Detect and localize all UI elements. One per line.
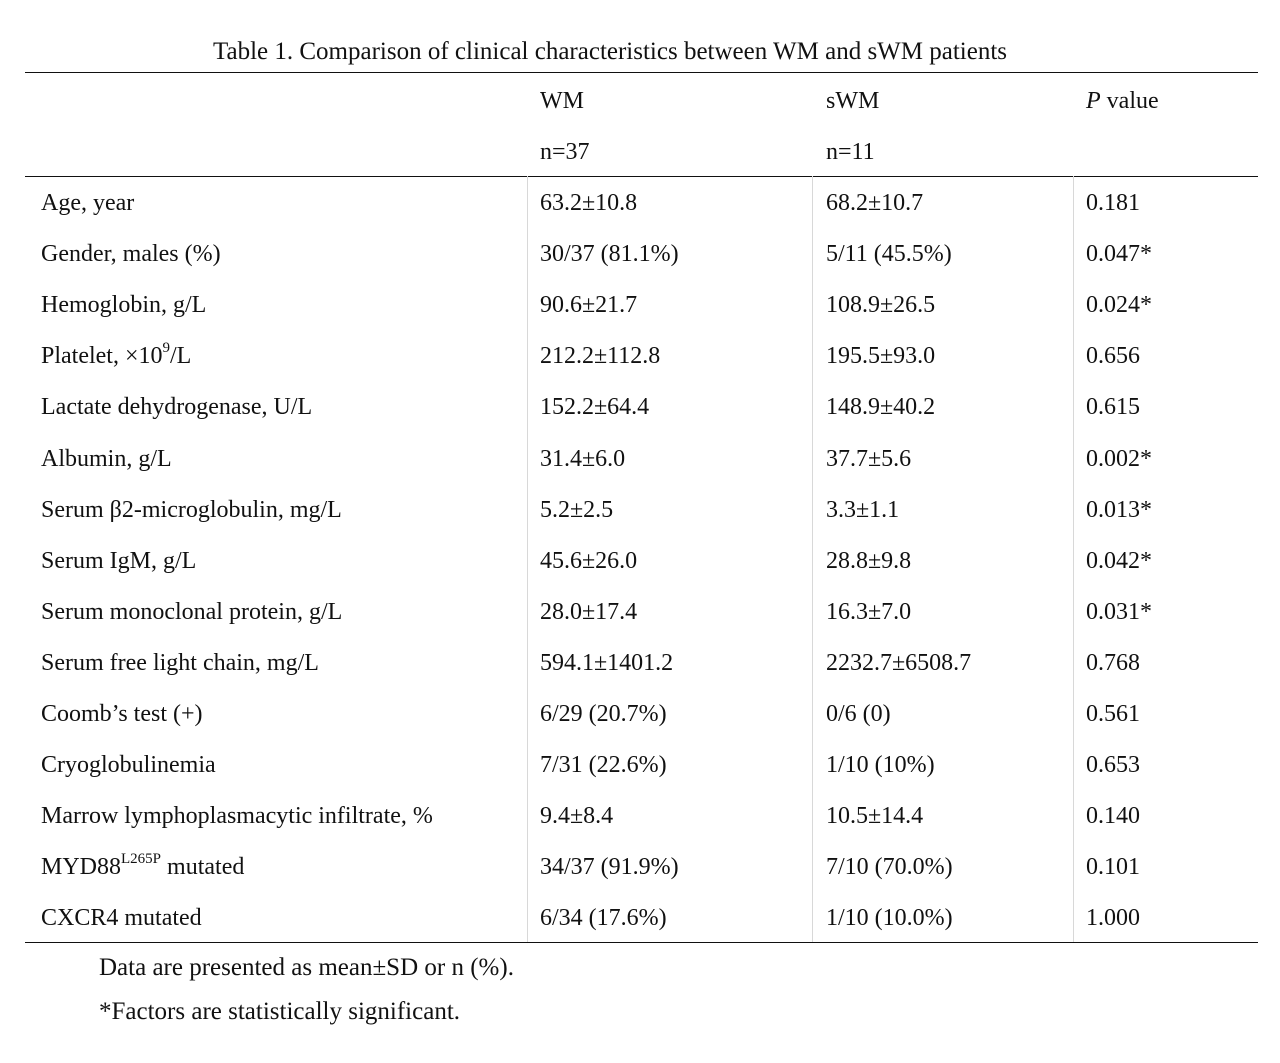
table-row: Cryoglobulinemia 7/31 (22.6%) 1/10 (10%) 0.… — [0, 740, 1280, 791]
wm-value: 5.2±2.5 — [540, 496, 614, 523]
table-row: Marrow lymphoplasmacytic infiltrate, % 9.… — [0, 791, 1280, 842]
table-row: Lactate dehydrogenase, U/L 152.2±64.4 148.… — [0, 382, 1280, 433]
wm-value: 45.6±26.0 — [540, 547, 638, 574]
table-row: Serum β2-microglobulin, mg/L 5.2±2.5 3.3±1… — [0, 485, 1280, 536]
column-divider — [527, 176, 528, 942]
row-label-text: mutated — [161, 854, 245, 881]
swm-value: 1/10 (10.0%) — [826, 905, 953, 932]
wm-value: 30/37 (81.1%) — [540, 241, 679, 268]
wm-value: 28.0±17.4 — [540, 598, 638, 625]
wm-value: 6/34 (17.6%) — [540, 905, 667, 932]
swm-value: 68.2±10.7 — [826, 190, 924, 216]
table-row: Hemoglobin, g/L 90.6±21.7 108.9±26.5 0.024* — [0, 280, 1280, 331]
swm-value: 108.9±26.5 — [826, 292, 936, 319]
table-note: Data are presented as mean±SD or n (%). — [99, 954, 514, 981]
row-label: Coomb’s test (+) — [41, 701, 203, 727]
swm-value: 10.5±14.4 — [826, 803, 924, 830]
table-row: Serum free light chain, mg/L 594.1±1401.2… — [0, 638, 1280, 689]
header-wm: WM — [540, 88, 584, 114]
p-value: 0.181 — [1086, 190, 1140, 216]
row-label-text: Platelet, ×10 — [41, 343, 163, 370]
row-label: CXCR4 mutated — [41, 905, 202, 932]
swm-value: 1/10 (10%) — [826, 752, 935, 779]
row-label: Serum free light chain, mg/L — [41, 649, 319, 676]
row-label: Age, year — [41, 190, 135, 216]
header-swm-n: n=11 — [826, 139, 875, 165]
table-row: Age, year 63.2±10.8 68.2±10.7 0.181 — [0, 178, 1280, 229]
swm-value: 3.3±1.1 — [826, 496, 900, 523]
p-value: 0.024* — [1086, 292, 1152, 319]
p-value: 0.615 — [1086, 394, 1140, 421]
swm-value: 37.7±5.6 — [826, 445, 912, 472]
row-label-text: MYD88 — [41, 854, 122, 881]
header-swm: sWM — [826, 88, 880, 114]
wm-value: 6/29 (20.7%) — [540, 701, 667, 727]
header-rule — [25, 176, 1258, 177]
row-label-text: /L — [170, 343, 192, 370]
p-value: 0.031* — [1086, 598, 1152, 625]
row-label: MYD88L265P mutated — [41, 852, 244, 882]
table-note: *Factors are statistically significant. — [99, 998, 461, 1025]
row-label: Serum β2-microglobulin, mg/L — [41, 496, 342, 523]
row-label: Hemoglobin, g/L — [41, 292, 207, 319]
p-value: 0.768 — [1086, 649, 1140, 676]
p-value: 0.042* — [1086, 547, 1152, 574]
swm-value: 195.5±93.0 — [826, 343, 936, 370]
header-wm-n: n=37 — [540, 139, 590, 165]
table-row: Platelet, ×109/L 212.2±112.8 195.5±93.0 0.6… — [0, 331, 1280, 382]
p-value: 0.561 — [1086, 701, 1140, 727]
p-value: 0.101 — [1086, 854, 1140, 881]
p-value: 0.140 — [1086, 803, 1140, 830]
row-label-superscript: L265P — [121, 851, 162, 868]
row-label: Marrow lymphoplasmacytic infiltrate, % — [41, 803, 433, 830]
p-value: 0.047* — [1086, 241, 1152, 268]
wm-value: 9.4±8.4 — [540, 803, 614, 830]
swm-value: 28.8±9.8 — [826, 547, 912, 574]
row-label: Albumin, g/L — [41, 445, 172, 472]
row-label: Lactate dehydrogenase, U/L — [41, 394, 313, 421]
header-p-value: P value — [1086, 86, 1159, 116]
row-label: Serum IgM, g/L — [41, 547, 197, 574]
p-value: 0.656 — [1086, 343, 1140, 370]
top-rule — [25, 72, 1258, 73]
wm-value: 90.6±21.7 — [540, 292, 638, 319]
table-row: CXCR4 mutated 6/34 (17.6%) 1/10 (10.0%) 1.0… — [0, 893, 1280, 944]
swm-value: 2232.7±6508.7 — [826, 649, 972, 676]
table-row: Coomb’s test (+) 6/29 (20.7%) 0/6 (0) 0.561 — [0, 689, 1280, 740]
column-divider — [1073, 176, 1074, 942]
wm-value: 212.2±112.8 — [540, 343, 661, 370]
row-label: Serum monoclonal protein, g/L — [41, 598, 343, 625]
swm-value: 5/11 (45.5%) — [826, 241, 952, 268]
p-value: 0.653 — [1086, 752, 1140, 779]
wm-value: 7/31 (22.6%) — [540, 752, 667, 779]
table-row: Serum IgM, g/L 45.6±26.0 28.8±9.8 0.042* — [0, 536, 1280, 587]
p-value: 0.002* — [1086, 445, 1152, 472]
table-row: Serum monoclonal protein, g/L 28.0±17.4 16… — [0, 587, 1280, 638]
row-label-superscript: 9 — [162, 340, 171, 357]
bottom-rule — [25, 942, 1258, 943]
table-row: Gender, males (%) 30/37 (81.1%) 5/11 (45.5… — [0, 229, 1280, 280]
p-value: 0.013* — [1086, 496, 1152, 523]
table-row: Albumin, g/L 31.4±6.0 37.7±5.6 0.002* — [0, 434, 1280, 485]
row-label: Cryoglobulinemia — [41, 752, 216, 779]
swm-value: 16.3±7.0 — [826, 598, 912, 625]
row-label: Gender, males (%) — [41, 241, 221, 268]
wm-value: 31.4±6.0 — [540, 445, 626, 472]
wm-value: 152.2±64.4 — [540, 394, 650, 421]
row-label: Platelet, ×109/L — [41, 341, 191, 371]
table-row: MYD88L265P mutated 34/37 (91.9%) 7/10 (70.… — [0, 842, 1280, 893]
header-p-text: value — [1100, 88, 1159, 114]
swm-value: 7/10 (70.0%) — [826, 854, 953, 881]
swm-value: 0/6 (0) — [826, 701, 891, 727]
column-divider — [812, 176, 813, 942]
table-caption: Table 1. Comparison of clinical characte… — [212, 38, 1008, 65]
swm-value: 148.9±40.2 — [826, 394, 936, 421]
wm-value: 34/37 (91.9%) — [540, 854, 679, 881]
header-p-letter: P — [1086, 88, 1101, 114]
wm-value: 594.1±1401.2 — [540, 649, 674, 676]
p-value: 1.000 — [1086, 905, 1140, 932]
wm-value: 63.2±10.8 — [540, 190, 638, 216]
